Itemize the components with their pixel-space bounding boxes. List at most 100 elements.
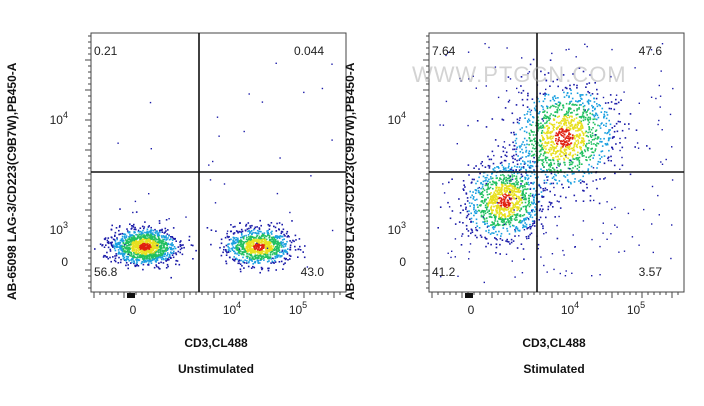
event-dot (181, 253, 184, 256)
event-dot (161, 240, 163, 242)
event-dot (523, 218, 525, 220)
event-dot (610, 107, 612, 110)
event-dot (615, 98, 617, 101)
event-dot (569, 168, 572, 170)
event-dot (499, 196, 501, 199)
event-dot (158, 220, 161, 222)
event-dot (542, 227, 544, 230)
event-dot (238, 254, 240, 256)
event-dot (496, 191, 498, 193)
event-dot (139, 245, 141, 247)
event-dot (559, 153, 561, 155)
event-dot (258, 241, 260, 244)
event-dot (515, 175, 518, 178)
event-dot (506, 185, 508, 188)
outlier-dot (303, 91, 305, 94)
outlier-dot (457, 275, 459, 277)
event-dot (551, 140, 553, 143)
event-dot (574, 124, 576, 127)
event-dot (496, 166, 498, 168)
event-dot (571, 156, 574, 158)
event-dot (127, 248, 130, 250)
outlier-dot (445, 100, 448, 103)
event-dot (525, 146, 527, 149)
event-dot (266, 230, 268, 232)
event-dot (249, 254, 252, 257)
event-dot (150, 260, 152, 263)
event-dot (276, 222, 278, 225)
event-dot (269, 242, 272, 245)
outlier-dot (570, 159, 572, 162)
event-dot (488, 229, 490, 232)
event-dot (603, 115, 605, 118)
event-dot (150, 241, 153, 244)
outlier-dot (565, 49, 567, 51)
outlier-dot (657, 194, 659, 197)
event-dot (530, 129, 532, 132)
event-dot (484, 223, 486, 225)
event-dot (579, 152, 582, 155)
event-dot (522, 104, 524, 107)
event-dot (127, 267, 129, 270)
event-dot (482, 194, 485, 197)
event-dot (509, 183, 512, 186)
event-dot (228, 243, 230, 245)
event-dot (574, 127, 577, 129)
event-dot (528, 132, 531, 135)
event-dot (229, 250, 232, 253)
event-dot (132, 247, 135, 249)
event-dot (256, 226, 258, 228)
event-dot (161, 254, 163, 256)
event-dot (511, 192, 514, 194)
event-dot (253, 245, 256, 247)
event-dot (498, 179, 500, 182)
event-dot (550, 105, 552, 108)
outlier-dot (306, 266, 309, 268)
event-dot (594, 130, 597, 132)
event-dot (220, 242, 223, 245)
event-dot (129, 247, 131, 250)
event-dot (590, 136, 593, 138)
event-dot (165, 219, 168, 221)
event-dot (483, 214, 485, 216)
event-dot (268, 241, 270, 243)
event-dot (566, 140, 568, 142)
event-dot (146, 230, 148, 233)
event-dot (278, 237, 281, 239)
event-dot (166, 254, 168, 257)
event-dot (515, 195, 518, 198)
event-dot (573, 125, 576, 128)
event-dot (552, 80, 554, 83)
x-tick-label: 105 (627, 300, 645, 317)
event-dot (155, 241, 158, 244)
event-dot (544, 115, 547, 117)
event-dot (579, 100, 581, 102)
event-dot (286, 251, 288, 253)
event-dot (175, 253, 178, 256)
event-dot (109, 250, 112, 252)
outlier-dot (604, 177, 606, 179)
event-dot (473, 207, 475, 209)
event-dot (542, 225, 544, 227)
event-dot (530, 155, 533, 157)
event-dot (516, 179, 518, 182)
outlier-dot (619, 137, 621, 140)
event-dot (561, 143, 564, 146)
event-dot (251, 248, 254, 251)
event-dot (246, 228, 249, 230)
event-dot (474, 212, 477, 215)
event-dot (548, 117, 550, 120)
outlier-dot (514, 276, 516, 278)
event-dot (561, 104, 564, 107)
event-dot (246, 244, 249, 246)
event-dot (582, 127, 584, 129)
event-dot (475, 218, 478, 221)
event-dot (522, 89, 525, 92)
event-dot (144, 231, 146, 234)
event-dot (170, 252, 173, 255)
outlier-dot (256, 242, 258, 244)
event-dot (133, 235, 135, 237)
event-dot (500, 205, 502, 208)
event-dot (247, 256, 249, 258)
event-dot (530, 182, 532, 184)
